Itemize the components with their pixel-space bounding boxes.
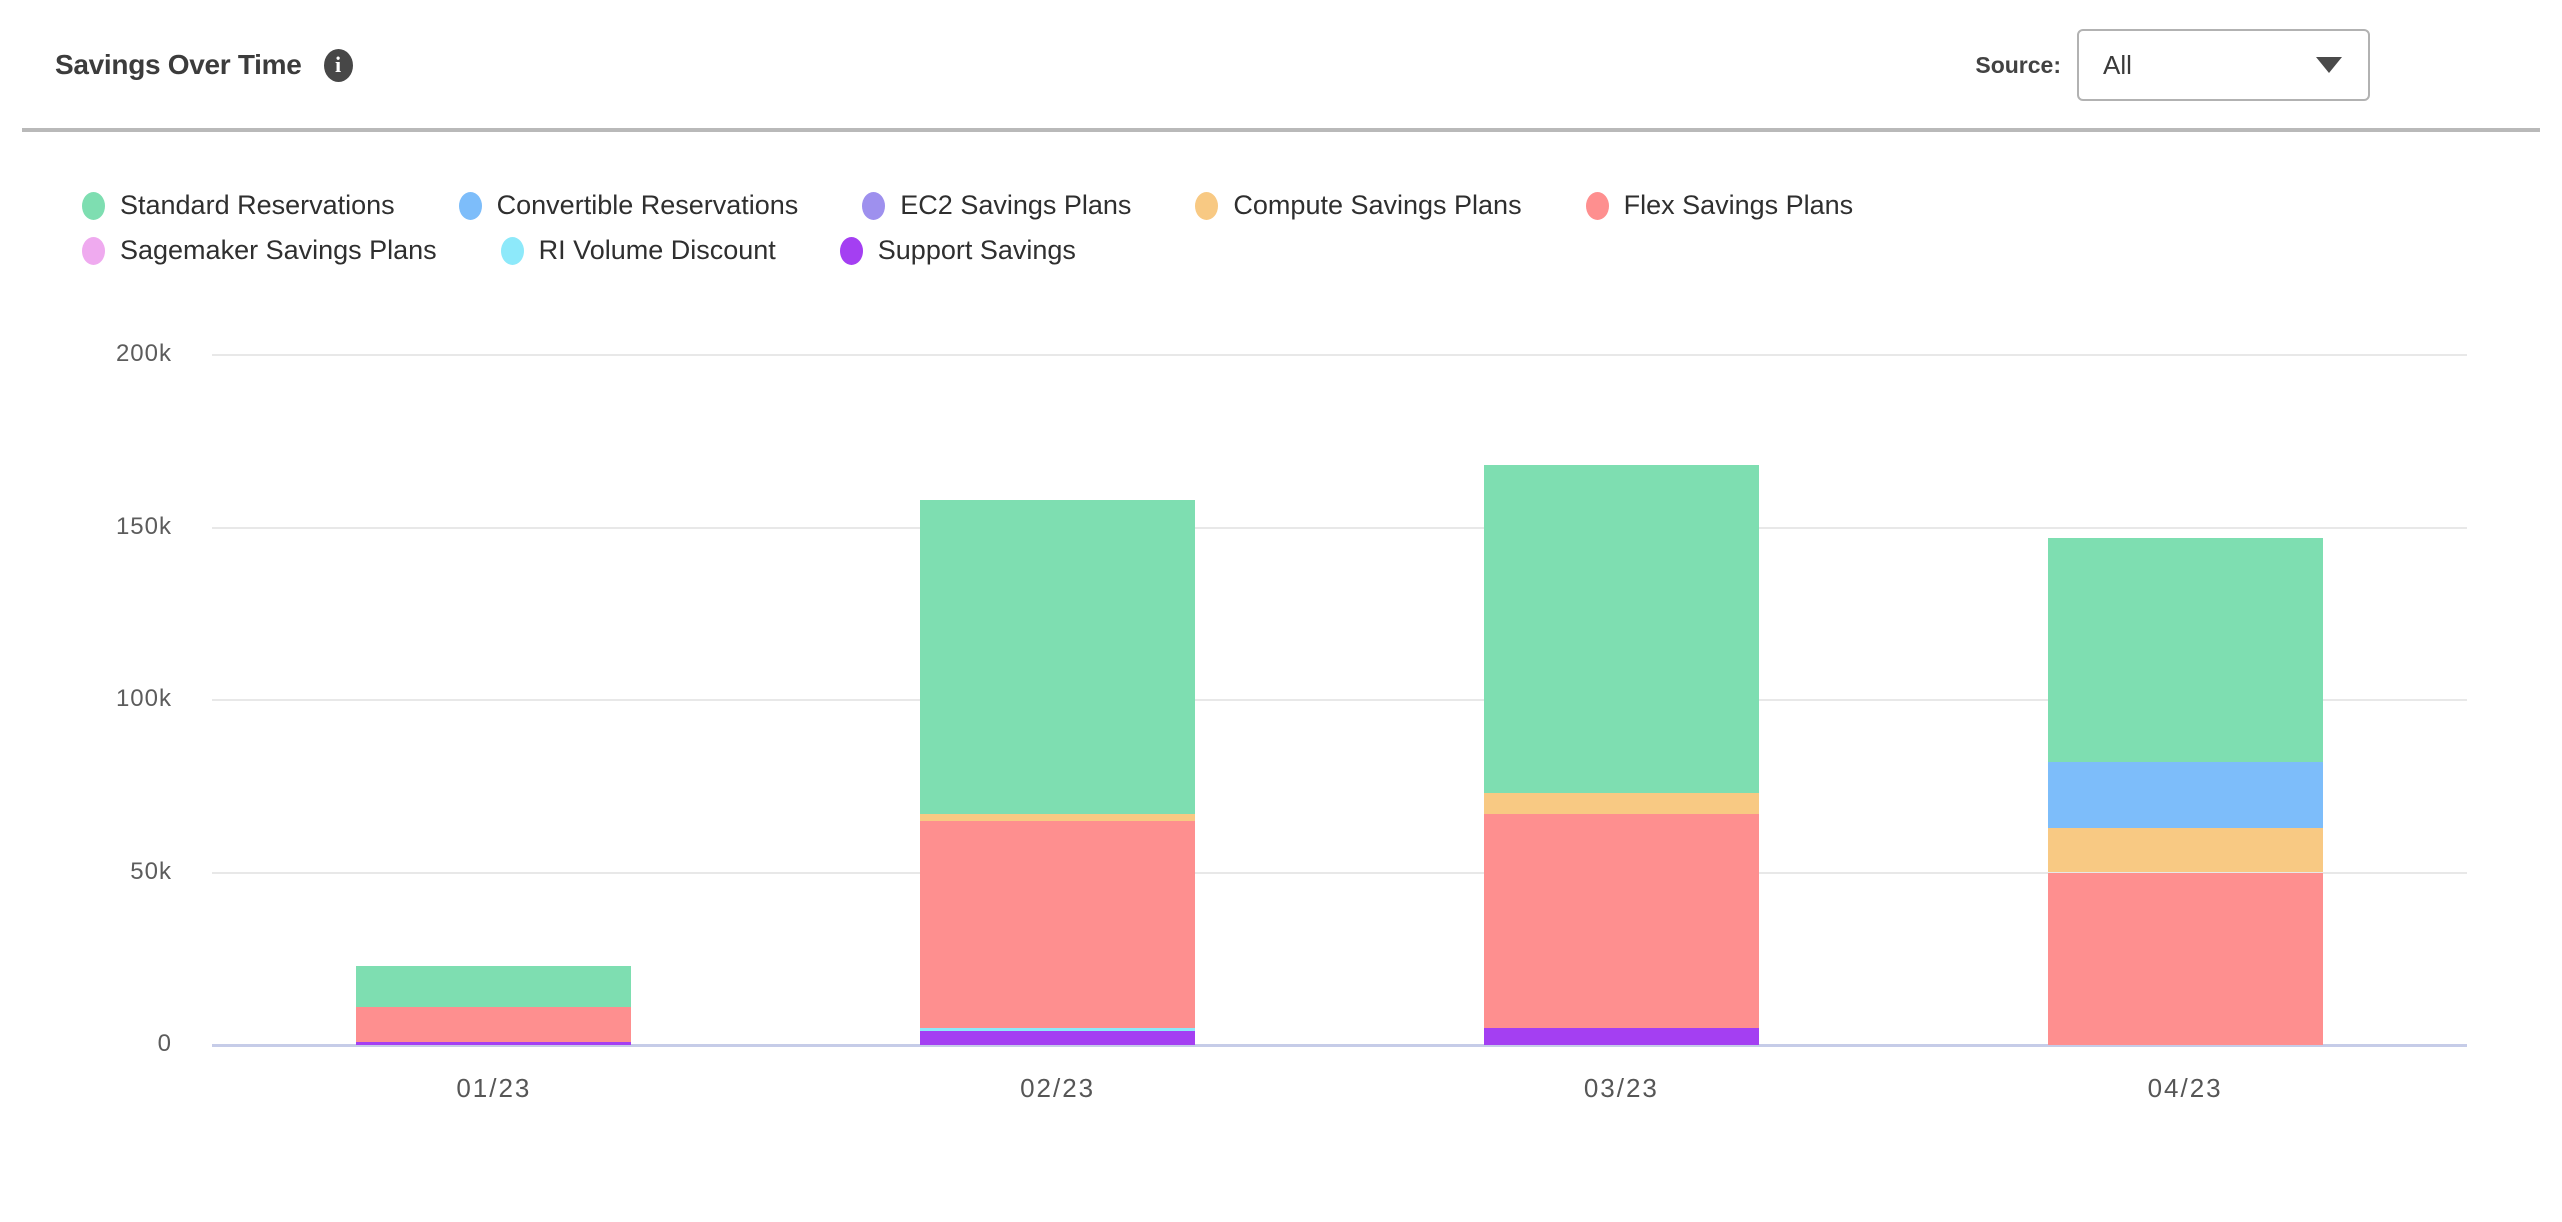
legend-item-label: RI Volume Discount bbox=[538, 235, 776, 265]
legend-color-dot bbox=[458, 191, 482, 220]
bar-segment[interactable] bbox=[1483, 793, 1759, 814]
y-axis-tick-label: 50k bbox=[130, 857, 172, 885]
legend-color-dot bbox=[839, 236, 863, 265]
bar-segment[interactable] bbox=[356, 1007, 632, 1042]
x-axis-tick-label: 03/23 bbox=[1583, 1073, 1659, 1103]
legend-item[interactable]: Sagemaker Savings Plans bbox=[82, 235, 437, 266]
bar-segment[interactable] bbox=[356, 965, 632, 1008]
bar-segment[interactable] bbox=[2047, 872, 2323, 1045]
y-axis-tick-label: 150k bbox=[115, 512, 172, 540]
legend-item[interactable]: RI Volume Discount bbox=[500, 235, 776, 266]
legend-color-dot bbox=[82, 191, 105, 220]
bar-segment[interactable] bbox=[356, 1041, 632, 1045]
legend-item[interactable]: Flex Savings Plans bbox=[1585, 190, 1854, 221]
legend-item-label: EC2 Savings Plans bbox=[900, 190, 1132, 220]
bar-segment[interactable] bbox=[920, 820, 1196, 1028]
panel-header-left: Savings Over Time i bbox=[55, 48, 353, 82]
chevron-down-icon bbox=[2316, 57, 2342, 73]
legend-item-label: Standard Reservations bbox=[120, 190, 395, 220]
x-axis-tick-label: 02/23 bbox=[1020, 1073, 1096, 1103]
legend-item-label: Convertible Reservations bbox=[496, 190, 799, 220]
panel-header-right: Source: All bbox=[1975, 29, 2370, 101]
legend-color-dot bbox=[1195, 191, 1219, 220]
info-icon[interactable]: i bbox=[323, 48, 353, 82]
bar-segment[interactable] bbox=[1483, 1027, 1759, 1045]
legend-color-dot bbox=[82, 236, 105, 265]
y-gridline bbox=[212, 354, 2467, 356]
x-axis-line bbox=[212, 1044, 2467, 1047]
legend-color-dot bbox=[1585, 191, 1609, 220]
page-title: Savings Over Time bbox=[55, 49, 302, 80]
bar-segment[interactable] bbox=[2047, 762, 2323, 828]
legend-item-label: Compute Savings Plans bbox=[1233, 190, 1522, 220]
y-axis-tick-label: 0 bbox=[157, 1030, 172, 1057]
bar-segment[interactable] bbox=[2047, 827, 2323, 873]
legend-item[interactable]: Support Savings bbox=[839, 235, 1076, 266]
x-axis-tick-label: 01/23 bbox=[456, 1073, 532, 1103]
bar-segment[interactable] bbox=[1483, 465, 1759, 794]
source-dropdown[interactable]: All bbox=[2077, 29, 2370, 101]
y-axis-tick-label: 100k bbox=[115, 685, 172, 712]
bar-segment[interactable] bbox=[920, 813, 1196, 821]
source-label: Source: bbox=[1975, 51, 2061, 78]
header-divider bbox=[22, 128, 2540, 132]
legend-item[interactable]: EC2 Savings Plans bbox=[862, 190, 1131, 221]
chart-legend: Standard Reservations Convertible Reserva… bbox=[82, 190, 1853, 280]
legend-color-dot bbox=[862, 191, 886, 220]
y-gridline bbox=[212, 871, 2467, 874]
legend-item-label: Support Savings bbox=[877, 235, 1076, 265]
bar-segment[interactable] bbox=[920, 1031, 1196, 1045]
bar-segment[interactable] bbox=[2047, 537, 2323, 763]
legend-item[interactable]: Convertible Reservations bbox=[458, 190, 799, 221]
legend-item-label: Flex Savings Plans bbox=[1623, 190, 1854, 220]
y-gridline bbox=[212, 699, 2467, 701]
bar-segment[interactable] bbox=[920, 499, 1196, 814]
bar-segment[interactable] bbox=[920, 1027, 1196, 1032]
legend-row: Sagemaker Savings Plans RI Volume Discoun… bbox=[82, 235, 1853, 266]
legend-item-label: Sagemaker Savings Plans bbox=[120, 235, 437, 265]
y-axis-tick-label: 200k bbox=[115, 340, 172, 367]
legend-item[interactable]: Compute Savings Plans bbox=[1195, 190, 1522, 221]
bar-segment[interactable] bbox=[1483, 813, 1759, 1028]
panel-header: Savings Over Time i Source: All bbox=[0, 0, 2562, 130]
legend-item[interactable]: Standard Reservations bbox=[82, 190, 395, 221]
legend-row: Standard Reservations Convertible Reserva… bbox=[82, 190, 1853, 221]
legend-color-dot bbox=[500, 236, 524, 265]
source-dropdown-value: All bbox=[2103, 49, 2132, 80]
x-axis-tick-label: 04/23 bbox=[2147, 1073, 2223, 1103]
y-gridline bbox=[212, 526, 2467, 529]
